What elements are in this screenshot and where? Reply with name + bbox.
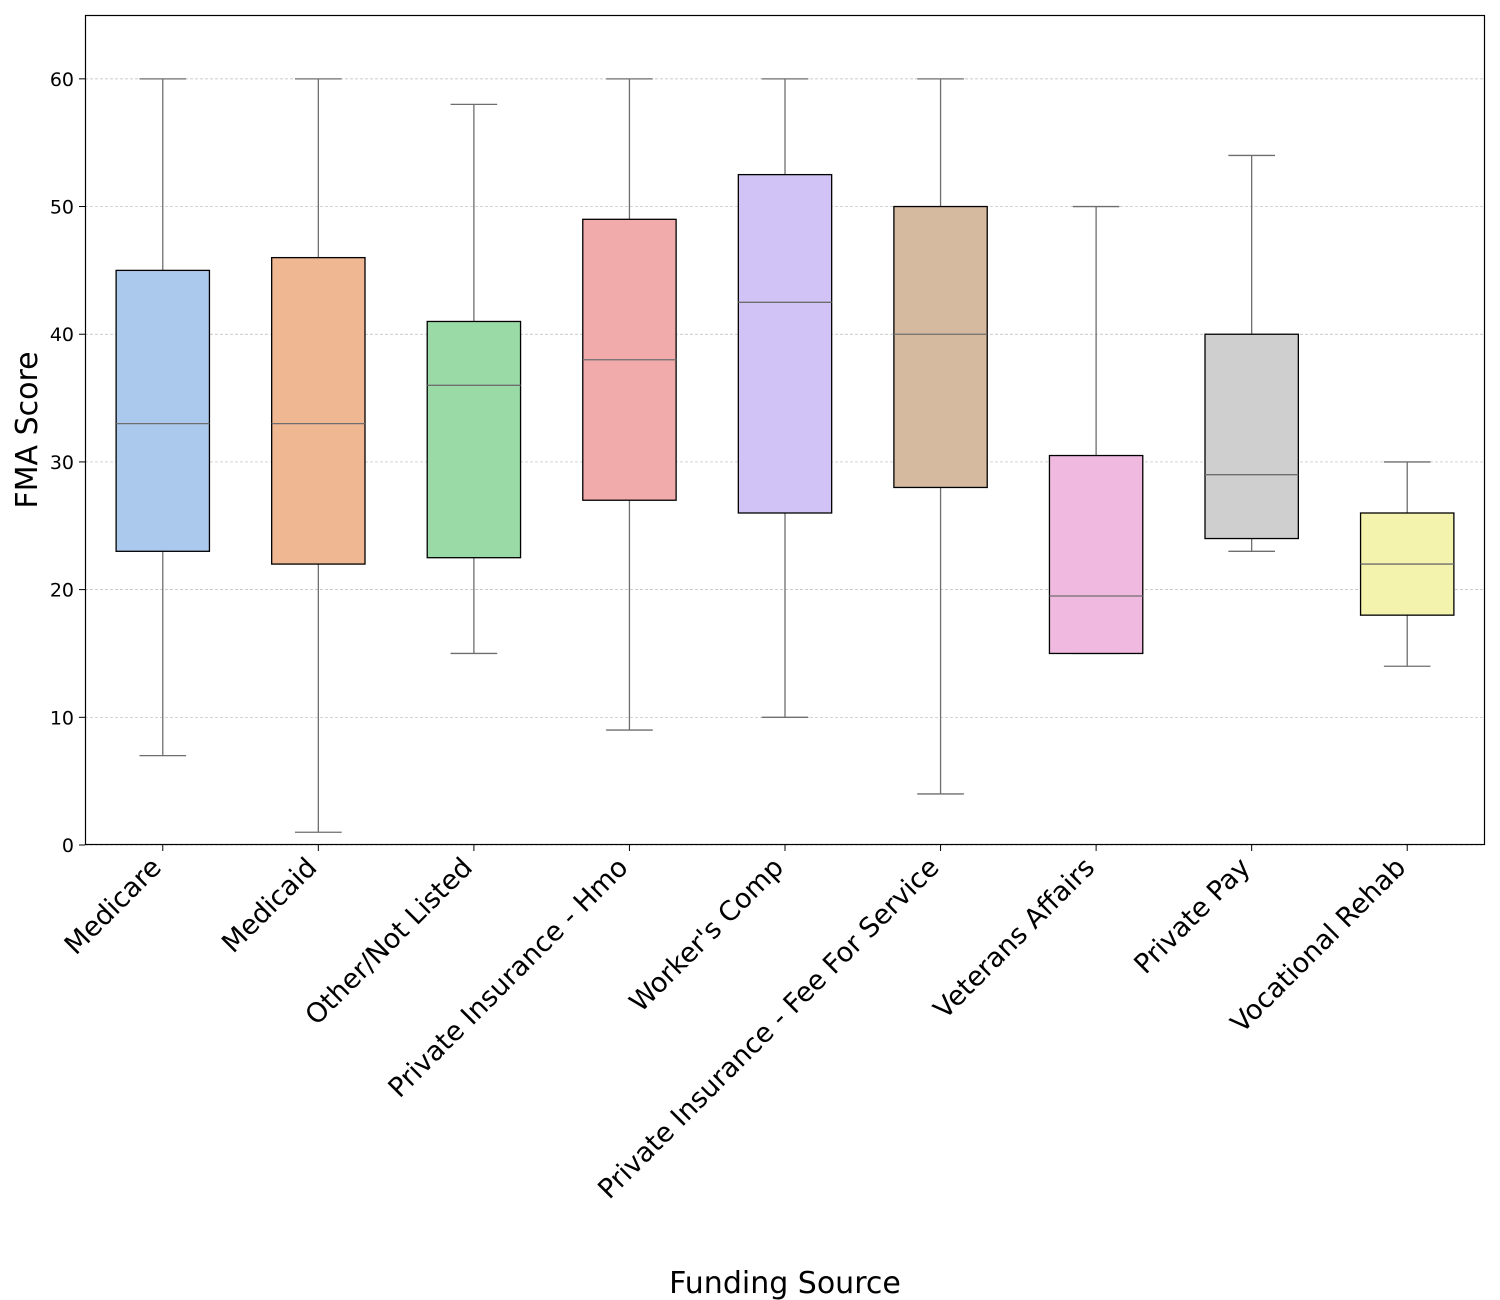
y-tick-label: 50	[50, 197, 74, 219]
y-tick-label: 40	[50, 324, 74, 346]
box	[115, 269, 211, 552]
x-tick-label: Private Insurance - Fee For Service	[592, 852, 945, 1205]
x-tick-label: Veterans Affairs	[928, 852, 1101, 1025]
box	[271, 256, 366, 565]
box-group	[893, 78, 988, 795]
x-tick-label: Vocational Rehab	[1225, 852, 1412, 1039]
box-group	[582, 78, 677, 731]
box-group	[115, 78, 211, 757]
x-tick-label: Medicare	[59, 852, 168, 961]
y-tick-label: 60	[50, 69, 74, 91]
y-tick-label: 30	[50, 452, 74, 474]
boxes	[115, 78, 1455, 833]
x-tick-label: Worker's Comp	[624, 852, 790, 1018]
box	[1048, 454, 1144, 655]
y-tick-label: 10	[50, 707, 74, 729]
y-axis: 0 10 20 30 40 50 60	[50, 69, 85, 857]
box-group	[1048, 205, 1144, 655]
y-tick-label: 0	[62, 835, 74, 857]
box-group	[426, 103, 522, 655]
box	[893, 205, 988, 489]
box-group	[271, 78, 366, 833]
box-group	[1359, 461, 1455, 667]
plot-frame	[84, 14, 1486, 846]
x-tick-label: Medicaid	[216, 852, 323, 959]
y-axis-title: FMA Score	[10, 351, 45, 508]
x-axis-title: Funding Source	[669, 1266, 901, 1300]
box-group	[1204, 154, 1299, 552]
box	[737, 173, 833, 514]
x-tick-label: Private Pay	[1128, 852, 1256, 980]
y-tick-label: 20	[50, 580, 74, 602]
x-tick-label: Other/Not Listed	[300, 852, 479, 1031]
box	[1204, 333, 1299, 540]
box-group	[737, 78, 833, 718]
box	[426, 320, 522, 559]
